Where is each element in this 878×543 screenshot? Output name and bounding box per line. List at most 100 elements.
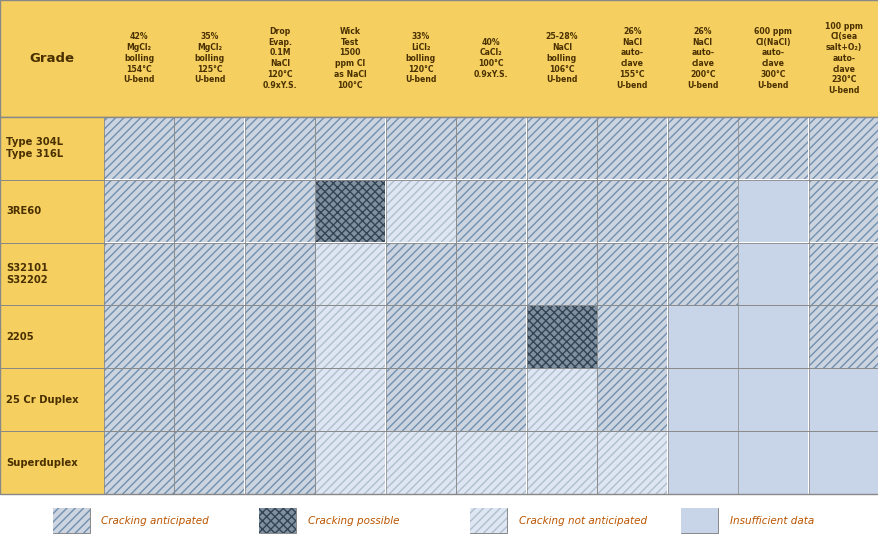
Bar xyxy=(315,306,385,368)
Bar xyxy=(596,305,666,368)
Bar xyxy=(808,117,878,179)
Bar xyxy=(244,117,315,180)
Bar xyxy=(738,306,807,368)
Text: Drop
Evap.
0.1M
NaCl
120°C
0.9xY.S.: Drop Evap. 0.1M NaCl 120°C 0.9xY.S. xyxy=(263,27,297,90)
Bar xyxy=(738,243,807,305)
Text: S32101
S32202: S32101 S32202 xyxy=(6,263,48,285)
Bar xyxy=(315,369,385,431)
Bar xyxy=(808,368,878,431)
Bar xyxy=(666,180,738,243)
Bar xyxy=(456,305,526,368)
Bar xyxy=(315,243,385,305)
Bar xyxy=(526,368,596,431)
Bar xyxy=(175,117,244,179)
Bar xyxy=(104,431,174,494)
Text: 600 ppm
Cl(NaCl)
auto-
clave
300°C
U-bend: 600 ppm Cl(NaCl) auto- clave 300°C U-ben… xyxy=(753,27,791,90)
Bar xyxy=(456,180,526,243)
Bar xyxy=(104,117,174,180)
Bar xyxy=(596,368,666,431)
Bar xyxy=(738,432,807,494)
Bar xyxy=(0,117,104,180)
Bar xyxy=(385,368,456,431)
Bar xyxy=(808,117,878,180)
Bar xyxy=(245,432,314,494)
Text: 40%
CaCl₂
100°C
0.9xY.S.: 40% CaCl₂ 100°C 0.9xY.S. xyxy=(473,38,508,79)
Bar xyxy=(456,117,526,179)
Bar xyxy=(104,369,174,431)
Bar xyxy=(526,243,596,305)
Bar xyxy=(527,306,596,368)
Bar xyxy=(385,117,455,179)
Bar xyxy=(456,117,526,180)
Bar xyxy=(315,117,385,180)
Bar xyxy=(456,432,526,494)
Bar xyxy=(666,431,738,494)
Bar xyxy=(385,243,455,305)
Bar xyxy=(667,117,737,179)
Bar xyxy=(174,243,244,305)
Bar xyxy=(680,508,717,533)
Bar xyxy=(597,432,666,494)
Bar xyxy=(104,368,174,431)
Bar xyxy=(175,432,244,494)
Text: 26%
NaCl
auto-
clave
200°C
U-bend: 26% NaCl auto- clave 200°C U-bend xyxy=(687,27,717,90)
Bar xyxy=(53,508,90,533)
Bar xyxy=(0,243,104,305)
Bar xyxy=(667,243,737,305)
Bar xyxy=(526,305,596,368)
Bar xyxy=(0,0,878,117)
Bar xyxy=(527,369,596,431)
Bar xyxy=(667,369,737,431)
Bar xyxy=(738,431,808,494)
Bar xyxy=(385,117,456,180)
Bar xyxy=(738,180,808,243)
Bar xyxy=(527,117,596,179)
Text: 100 ppm
Cl(sea
salt+O₂)
auto-
clave
230°C
U-bend: 100 ppm Cl(sea salt+O₂) auto- clave 230°… xyxy=(824,22,862,95)
Bar xyxy=(53,508,90,533)
Text: Grade: Grade xyxy=(29,52,75,65)
Bar xyxy=(667,180,737,242)
Bar xyxy=(175,243,244,305)
Text: 42%
MgCl₂
bolling
154°C
U-bend: 42% MgCl₂ bolling 154°C U-bend xyxy=(123,33,155,84)
Text: Cracking not anticipated: Cracking not anticipated xyxy=(518,516,646,526)
Bar xyxy=(259,508,296,533)
Bar xyxy=(456,368,526,431)
Bar xyxy=(456,369,526,431)
Bar xyxy=(526,117,596,180)
Bar xyxy=(596,117,666,180)
Bar xyxy=(385,432,455,494)
Bar xyxy=(738,243,808,305)
Bar xyxy=(315,243,385,305)
Text: Type 304L
Type 316L: Type 304L Type 316L xyxy=(6,137,63,159)
Bar xyxy=(666,117,738,180)
Bar xyxy=(174,305,244,368)
Text: Cracking anticipated: Cracking anticipated xyxy=(101,516,209,526)
Bar xyxy=(667,306,737,368)
Bar xyxy=(245,243,314,305)
Bar xyxy=(244,243,315,305)
Bar xyxy=(244,180,315,243)
Bar xyxy=(174,117,244,180)
Bar xyxy=(808,431,878,494)
Bar xyxy=(174,431,244,494)
Bar xyxy=(0,431,104,494)
Bar xyxy=(666,243,738,305)
Bar xyxy=(104,305,174,368)
Bar xyxy=(456,180,526,242)
Text: Superduplex: Superduplex xyxy=(6,458,78,468)
Bar xyxy=(470,508,507,533)
Bar xyxy=(808,305,878,368)
Bar xyxy=(0,305,104,368)
Bar xyxy=(808,243,878,305)
Bar xyxy=(0,117,878,494)
Bar xyxy=(0,180,104,243)
Bar xyxy=(244,368,315,431)
Bar xyxy=(244,305,315,368)
Bar xyxy=(259,508,296,533)
Bar xyxy=(104,180,174,243)
Bar xyxy=(104,432,174,494)
Bar xyxy=(738,180,807,242)
Text: 25 Cr Duplex: 25 Cr Duplex xyxy=(6,395,79,405)
Bar xyxy=(808,306,878,368)
Bar xyxy=(680,508,717,533)
